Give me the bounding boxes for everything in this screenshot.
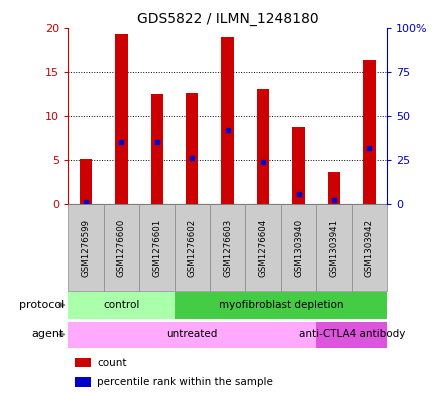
- Point: [260, 159, 267, 165]
- Point: [295, 191, 302, 197]
- Point: [189, 155, 196, 162]
- Bar: [316, 322, 387, 348]
- Text: percentile rank within the sample: percentile rank within the sample: [97, 377, 273, 387]
- Bar: [74, 358, 91, 367]
- Bar: [68, 204, 104, 291]
- Bar: [328, 172, 340, 204]
- Bar: [175, 204, 210, 291]
- Text: GSM1276602: GSM1276602: [188, 219, 197, 277]
- Bar: [316, 204, 352, 291]
- Bar: [80, 159, 92, 204]
- Point: [224, 127, 231, 133]
- Point: [153, 139, 160, 145]
- Bar: [363, 60, 376, 204]
- Text: untreated: untreated: [167, 329, 218, 340]
- Bar: [186, 93, 198, 204]
- Bar: [74, 377, 91, 387]
- Text: GSM1303941: GSM1303941: [330, 219, 338, 277]
- Bar: [68, 292, 175, 319]
- Bar: [221, 37, 234, 204]
- Bar: [150, 94, 163, 204]
- Bar: [352, 204, 387, 291]
- Bar: [68, 322, 316, 348]
- Bar: [139, 204, 175, 291]
- Text: protocol: protocol: [18, 300, 64, 310]
- Bar: [257, 88, 269, 204]
- Text: count: count: [97, 358, 126, 368]
- Bar: [175, 292, 387, 319]
- Bar: [246, 204, 281, 291]
- Text: GSM1276603: GSM1276603: [223, 219, 232, 277]
- Bar: [115, 34, 128, 204]
- Text: GSM1276600: GSM1276600: [117, 219, 126, 277]
- Text: anti-CTLA4 antibody: anti-CTLA4 antibody: [299, 329, 405, 340]
- Point: [118, 139, 125, 145]
- Bar: [281, 204, 316, 291]
- Point: [366, 145, 373, 151]
- Bar: [293, 127, 305, 204]
- Point: [82, 198, 89, 205]
- Text: agent: agent: [31, 329, 64, 340]
- Text: GSM1303940: GSM1303940: [294, 219, 303, 277]
- Text: GSM1303942: GSM1303942: [365, 219, 374, 277]
- Text: control: control: [103, 300, 139, 310]
- Bar: [210, 204, 246, 291]
- Text: GSM1276601: GSM1276601: [152, 219, 161, 277]
- Text: myofibroblast depletion: myofibroblast depletion: [219, 300, 343, 310]
- Title: GDS5822 / ILMN_1248180: GDS5822 / ILMN_1248180: [137, 13, 319, 26]
- Bar: [104, 204, 139, 291]
- Text: GSM1276599: GSM1276599: [81, 219, 91, 277]
- Text: GSM1276604: GSM1276604: [259, 219, 268, 277]
- Point: [330, 197, 337, 203]
